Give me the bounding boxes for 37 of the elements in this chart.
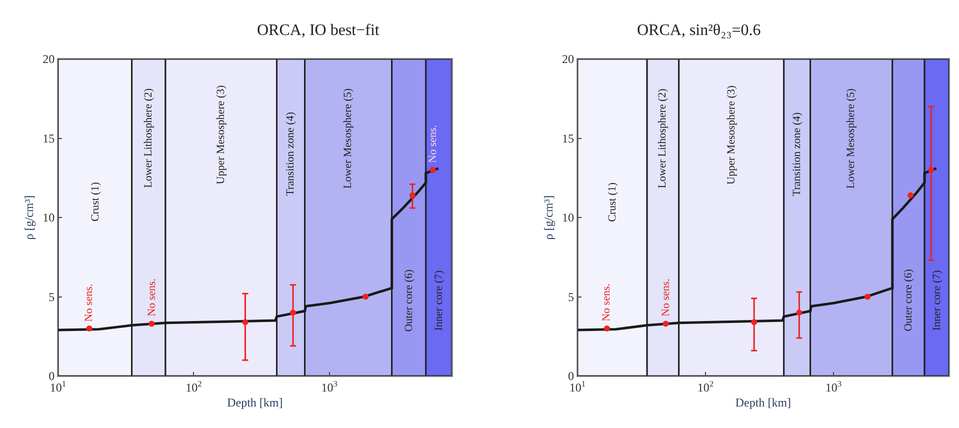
band-label: Inner core (7) — [432, 270, 445, 331]
band-label: Upper Mesosphere (3) — [215, 84, 228, 184]
chart-title: ORCA, sin²θ₂₃=0.6 — [637, 22, 761, 39]
band-label: Lower Mesosphere (5) — [845, 88, 858, 189]
y-tick-label: 15 — [562, 131, 574, 146]
band-label: Transition zone (4) — [790, 112, 803, 196]
y-tick-label: 5 — [568, 290, 574, 304]
annotation: No sens. — [660, 278, 672, 316]
y-tick-label: 10 — [562, 210, 574, 225]
x-tick-label: 10$^{3}$ — [321, 379, 338, 394]
band-label: Outer core (6) — [402, 269, 415, 332]
x-tick-label: 10$^{3}$ — [825, 379, 842, 394]
x-axis-title: Depth [km] — [227, 395, 283, 410]
x-axis-title: Depth [km] — [735, 395, 792, 410]
band-label: Upper Mesosphere (3) — [725, 85, 738, 184]
chart-title: ORCA, IO best−fit — [257, 22, 380, 39]
band-label: Outer core (6) — [902, 268, 915, 332]
annotation: No sens. — [82, 284, 95, 322]
band-label: Inner core (7) — [930, 270, 943, 331]
y-tick-label: 10 — [42, 210, 55, 225]
annotation: No sens. — [146, 278, 158, 316]
band-label: Crust (1) — [606, 182, 619, 222]
y-tick-label: 5 — [48, 290, 55, 304]
x-tick-label: 10$^{2}$ — [697, 379, 714, 394]
y-tick-label: 15 — [42, 131, 55, 146]
annotation: No sens. — [426, 124, 439, 163]
y-tick-label: 20 — [42, 52, 55, 66]
band-label: Lower Lithosphere (2) — [656, 88, 669, 188]
annotation: No sens. — [600, 283, 612, 322]
y-axis-title: ρ [g/cm³] — [541, 195, 556, 240]
band-label: Transition zone (4) — [284, 112, 297, 196]
band-label: Lower Lithosphere (2) — [142, 88, 154, 188]
x-tick-label: 10$^{2}$ — [186, 379, 202, 394]
band-label: Crust (1) — [89, 182, 102, 222]
y-tick-label: 20 — [562, 52, 574, 66]
band-label: Lower Mesosphere (5) — [342, 88, 354, 189]
y-axis-title: ρ [g/cm³] — [22, 195, 36, 240]
